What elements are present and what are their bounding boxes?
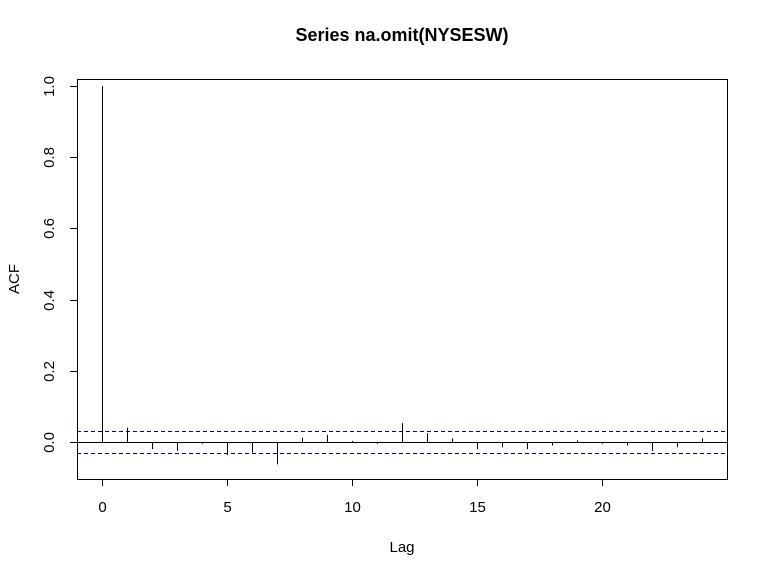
plot-area: 0 5 10 15 20 0.0 0.2 0.4 0.6 0.8 1.0 (41, 76, 728, 516)
y-tick-label: 0.6 (41, 218, 58, 239)
y-tick-label: 1.0 (41, 76, 58, 97)
y-axis-label: ACF (6, 264, 23, 294)
chart-title: Series na.omit(NYSESW) (295, 25, 508, 45)
y-tick-label: 0.8 (41, 147, 58, 168)
x-tick-label: 15 (469, 499, 486, 516)
x-axis-label: Lag (389, 539, 414, 556)
x-tick-label: 10 (344, 499, 361, 516)
plot-frame (77, 79, 728, 480)
x-tick-label: 0 (98, 499, 106, 516)
x-tick-label: 5 (223, 499, 231, 516)
y-tick-label: 0.4 (41, 290, 58, 311)
y-tick-label: 0.2 (41, 361, 58, 382)
y-tick-label: 0.0 (41, 432, 58, 453)
x-tick-label: 20 (594, 499, 611, 516)
